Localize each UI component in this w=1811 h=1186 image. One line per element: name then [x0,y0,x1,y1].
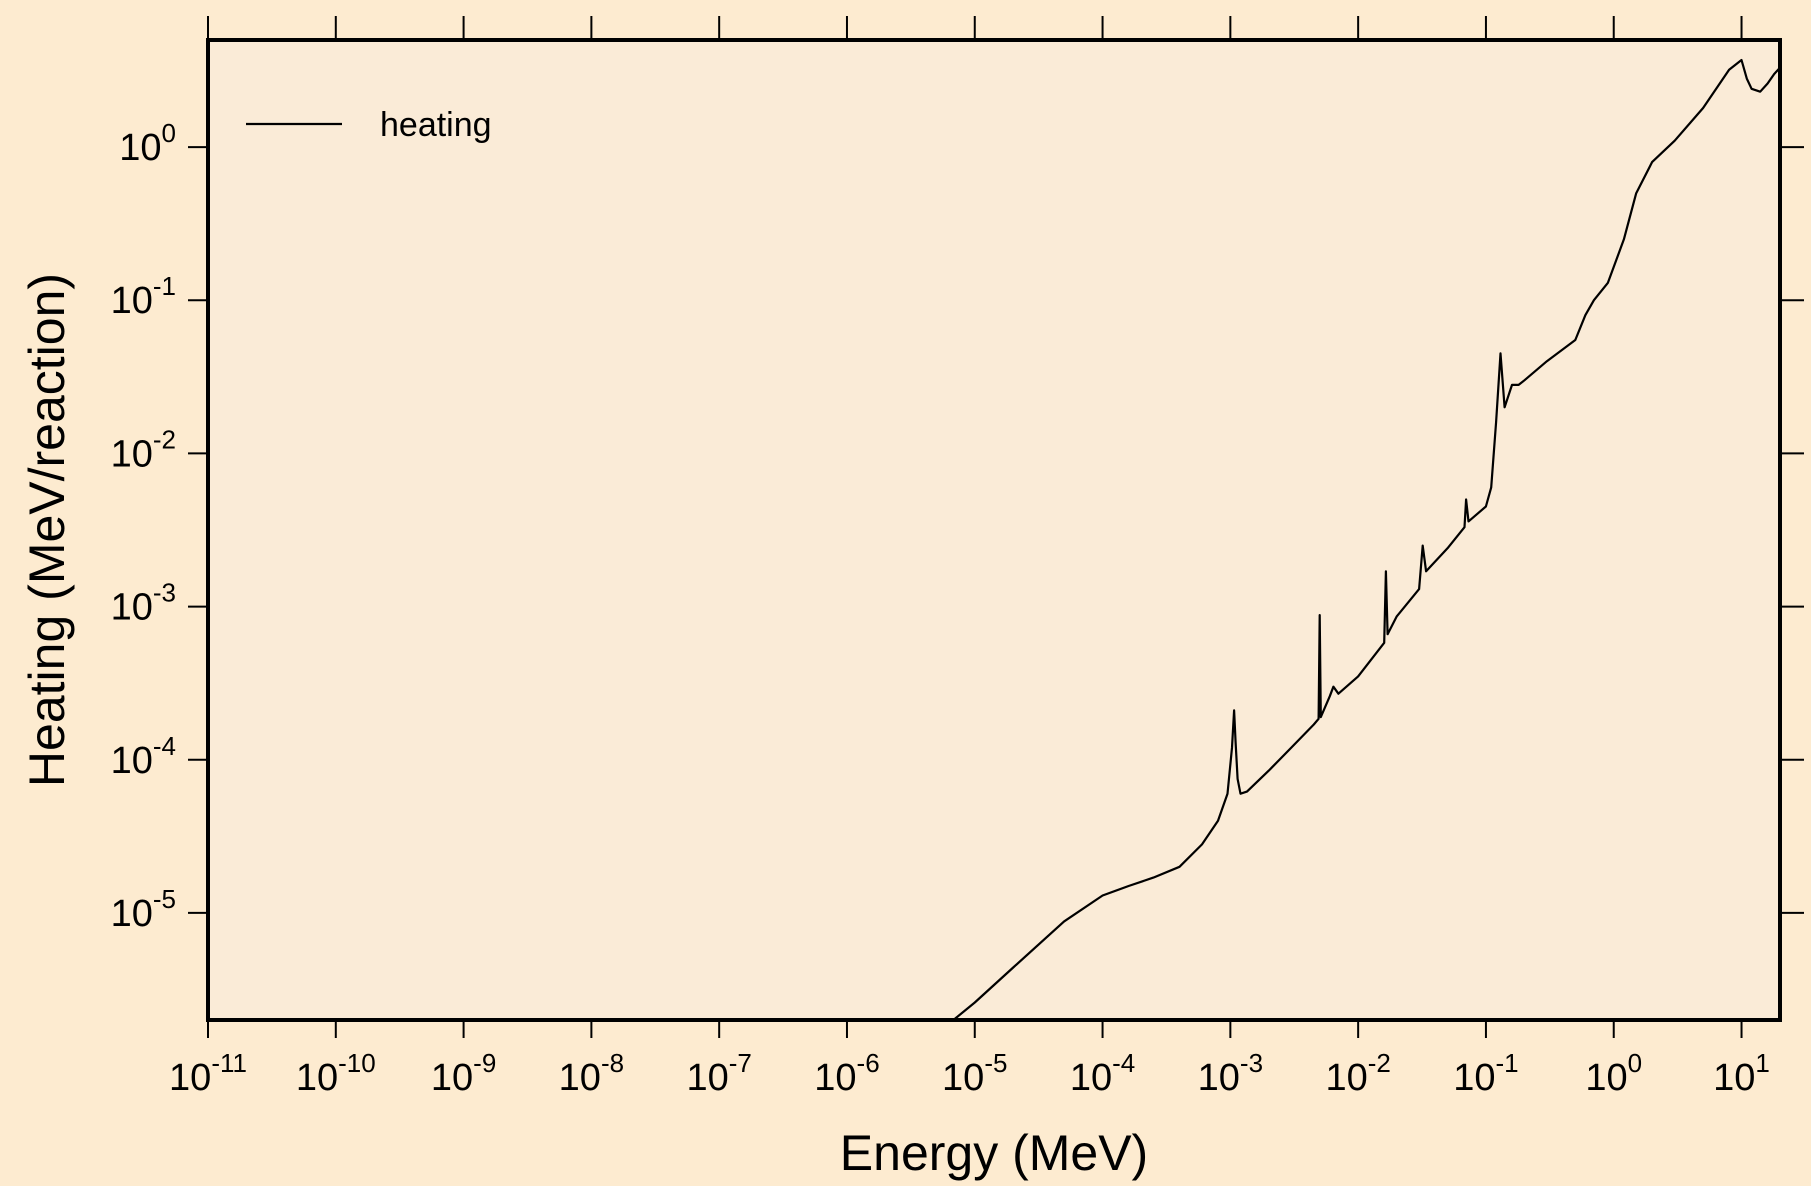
x-tick-exponent: -6 [857,1048,880,1078]
x-tick-label: 10-9 [431,1048,496,1099]
legend: heating [246,106,492,144]
y-tick-base: 10 [111,433,153,475]
y-tick-exponent: -5 [153,884,176,914]
y-tick-label: 10-3 [111,578,176,629]
x-tick-base: 10 [1453,1057,1495,1099]
x-tick-exponent: -5 [984,1048,1007,1078]
y-tick-base: 10 [111,280,153,322]
y-tick-exponent: -2 [153,424,176,454]
heating-series-line [952,58,1781,1021]
x-tick-label: 10-7 [686,1048,751,1099]
x-tick-exponent: -2 [1368,1048,1391,1078]
y-tick-base: 10 [111,587,153,629]
x-axis-title: Energy (MeV) [840,1125,1148,1181]
x-tick-label: 10-6 [814,1048,879,1099]
y-tick-exponent: 0 [162,118,176,148]
x-tick-exponent: 1 [1755,1048,1769,1078]
x-tick-base: 10 [431,1057,473,1099]
x-tick-exponent: -10 [338,1048,376,1078]
x-tick-exponent: 0 [1628,1048,1642,1078]
y-tick-label: 10-1 [111,271,176,322]
x-tick-label: 100 [1585,1048,1642,1099]
y-tick-exponent: -1 [153,271,176,301]
x-tick-label: 10-1 [1453,1048,1518,1099]
x-tick-exponent: -4 [1112,1048,1135,1078]
x-tick-exponent: -9 [473,1048,496,1078]
x-tick-base: 10 [686,1057,728,1099]
y-tick-label: 10-4 [111,731,176,782]
plot-frame [206,38,1782,1022]
x-tick-base: 10 [1713,1057,1755,1099]
x-tick-base: 10 [942,1057,984,1099]
x-tick-label: 10-3 [1198,1048,1263,1099]
x-axis-tick-labels: 10-11 10-10 10-9 10-8 10-7 10-6 10-5 10-4 10-3 10… [169,1048,1770,1099]
x-tick-label: 10-2 [1325,1048,1390,1099]
y-tick-base: 10 [119,127,161,169]
x-tick-base: 10 [814,1057,856,1099]
plot-area [208,40,1780,1020]
y-tick-exponent: -3 [153,578,176,608]
x-tick-exponent: -7 [729,1048,752,1078]
y-tick-label: 100 [119,118,176,169]
y-tick-label: 10-5 [111,884,176,935]
x-tick-base: 10 [1585,1057,1627,1099]
x-tick-label: 10-8 [559,1048,624,1099]
y-tick-exponent: -4 [153,731,176,761]
y-axis-title: Heating (MeV/reaction) [19,273,75,787]
y-tick-label: 10-2 [111,424,176,475]
x-tick-exponent: -8 [601,1048,624,1078]
x-tick-base: 10 [169,1057,211,1099]
x-tick-label: 10-10 [296,1048,376,1099]
y-tick-base: 10 [111,893,153,935]
x-tick-label: 101 [1713,1048,1770,1099]
x-tick-base: 10 [1325,1057,1367,1099]
x-tick-base: 10 [559,1057,601,1099]
x-tick-base: 10 [296,1057,338,1099]
x-tick-base: 10 [1070,1057,1112,1099]
x-tick-exponent: -3 [1240,1048,1263,1078]
x-tick-base: 10 [1198,1057,1240,1099]
x-tick-label: 10-5 [942,1048,1007,1099]
x-tick-exponent: -1 [1496,1048,1519,1078]
x-tick-exponent: -11 [211,1048,247,1078]
y-tick-base: 10 [111,740,153,782]
x-tick-label: 10-11 [169,1048,247,1099]
x-tick-label: 10-4 [1070,1048,1135,1099]
legend-label-heating: heating [380,106,492,144]
axis-ticks [188,16,1804,1038]
